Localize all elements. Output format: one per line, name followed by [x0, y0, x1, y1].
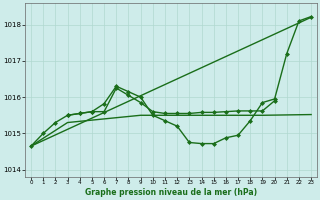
X-axis label: Graphe pression niveau de la mer (hPa): Graphe pression niveau de la mer (hPa): [85, 188, 257, 197]
